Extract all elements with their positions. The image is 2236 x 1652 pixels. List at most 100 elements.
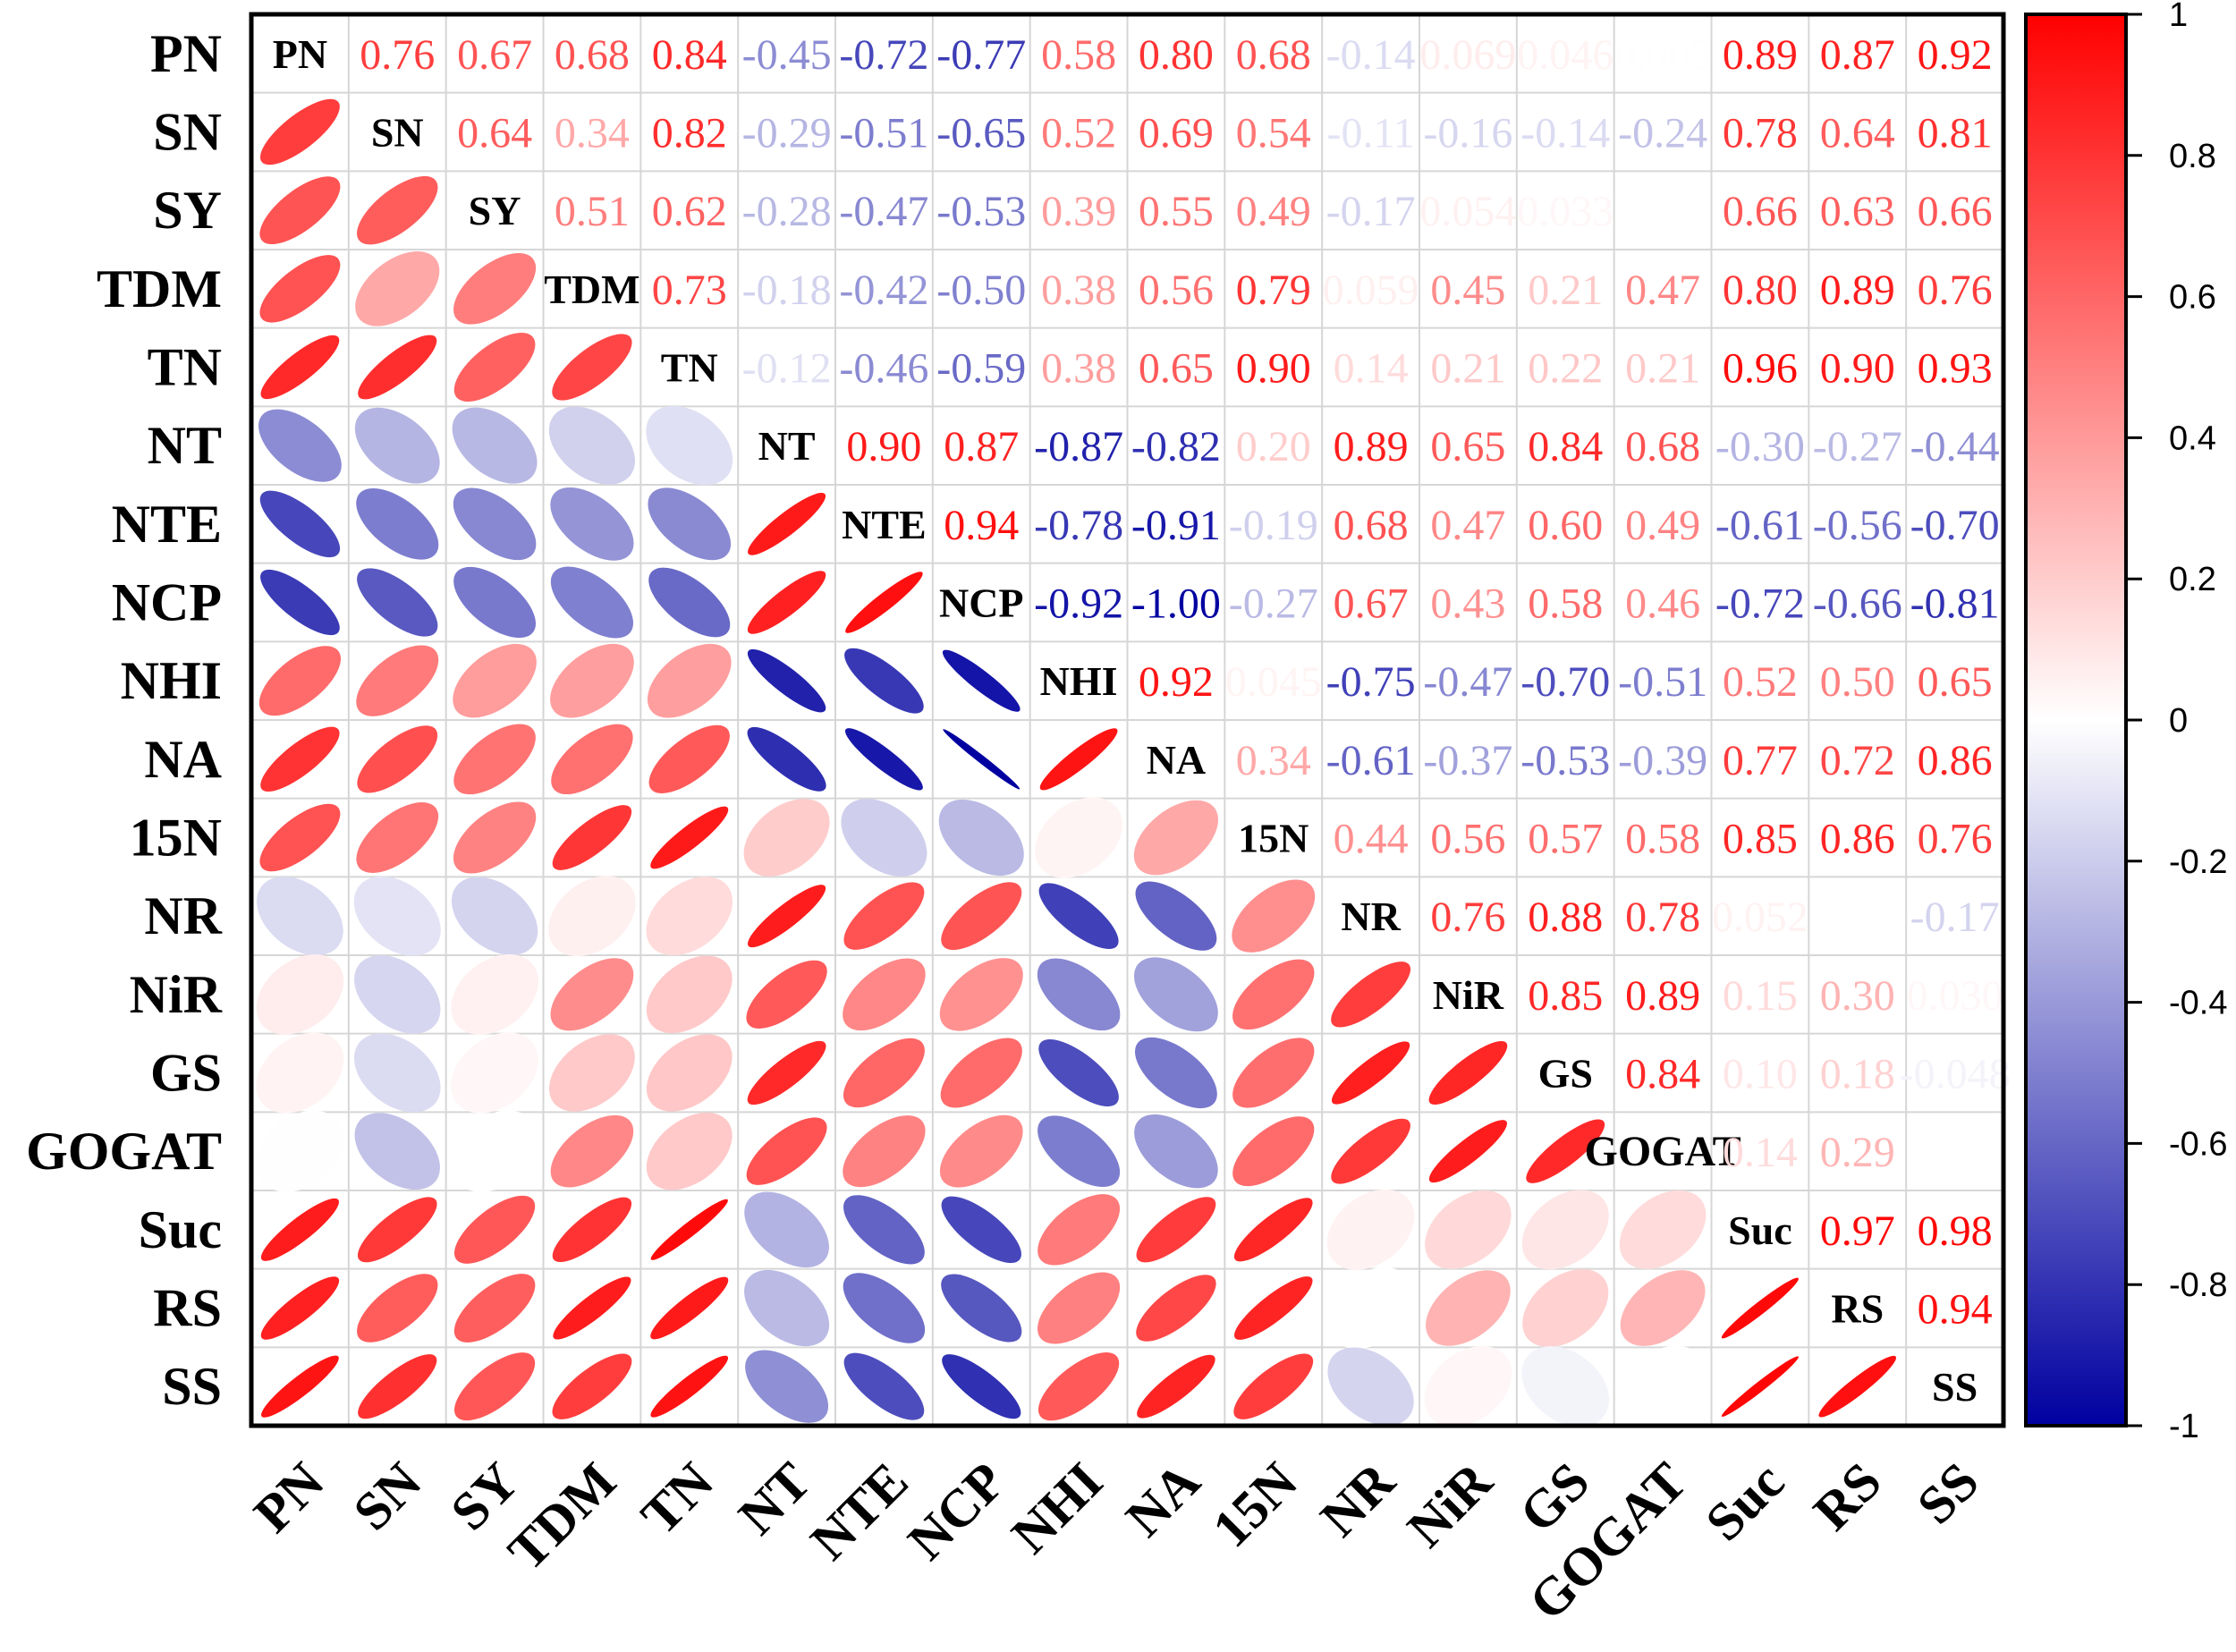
correlation-ellipse xyxy=(942,649,1021,712)
correlation-ellipse xyxy=(843,1115,926,1188)
correlation-ellipse xyxy=(1331,1041,1410,1105)
correlation-ellipse xyxy=(550,487,634,561)
coefficient-label: -0.47 xyxy=(1423,658,1512,706)
coefficient-label: -0.45 xyxy=(742,31,832,79)
correlation-ellipse xyxy=(261,1355,339,1418)
colorbar-tick-label: 1 xyxy=(2169,0,2188,34)
diagonal-label-NiR: NiR xyxy=(1433,972,1504,1018)
coefficient-label: 0.94 xyxy=(1918,1286,1993,1334)
coefficient-label: -0.81 xyxy=(1910,580,2000,628)
coefficient-label: -0.12 xyxy=(742,345,832,393)
diagonal-label-Suc: Suc xyxy=(1728,1207,1792,1253)
coefficient-label: -0.91 xyxy=(1131,502,1221,549)
correlation-ellipse xyxy=(1233,1276,1313,1340)
column-label-NiR: NiR xyxy=(1396,1451,1503,1558)
coefficient-label: 0.90 xyxy=(1820,345,1895,393)
row-label-RS: RS xyxy=(153,1279,222,1338)
coefficient-label: 0.34 xyxy=(555,110,630,157)
coefficient-label: 0.10 xyxy=(1723,1051,1798,1098)
correlation-ellipse xyxy=(454,1195,536,1264)
correlation-ellipse xyxy=(1232,1116,1315,1187)
coefficient-label: -0.14 xyxy=(1520,110,1610,157)
diagonal-label-RS: RS xyxy=(1831,1286,1884,1332)
coefficient-label: -0.70 xyxy=(1910,502,2000,549)
correlation-ellipse xyxy=(548,406,635,485)
coefficient-label: 0.15 xyxy=(1723,972,1798,1020)
coefficient-label: 0.46 xyxy=(1625,580,1700,628)
coefficient-label: 0.77 xyxy=(1723,737,1798,784)
coefficient-label: -0.59 xyxy=(936,345,1026,393)
coefficient-label: -0.87 xyxy=(1034,423,1123,470)
coefficient-label: -0.75 xyxy=(1326,658,1416,706)
correlation-ellipse xyxy=(259,176,341,245)
colorbar-tick-label: -0.4 xyxy=(2169,985,2227,1022)
column-label-SS: SS xyxy=(1906,1452,1990,1536)
coefficient-label: 0.66 xyxy=(1723,188,1798,235)
coefficient-label: 0.76 xyxy=(1918,267,1993,314)
coefficient-label: 0.89 xyxy=(1625,972,1700,1020)
coefficient-label: 0.85 xyxy=(1528,972,1603,1020)
coefficient-label: -0.61 xyxy=(1715,502,1805,549)
coefficient-label: 0.64 xyxy=(1820,110,1895,157)
diagonal-label-NA: NA xyxy=(1147,737,1206,783)
coefficient-label: 0.34 xyxy=(1236,737,1311,784)
row-label-GOGAT: GOGAT xyxy=(26,1122,222,1181)
colorbar-tick-label: -1 xyxy=(2169,1408,2199,1445)
coefficient-label: 0.69 xyxy=(1139,110,1214,157)
coefficient-label: 0.49 xyxy=(1236,188,1311,235)
coefficient-label: 0.86 xyxy=(1820,816,1895,863)
correlation-ellipse xyxy=(1133,800,1219,876)
correlation-ellipse xyxy=(744,1269,830,1347)
column-label-NTE: NTE xyxy=(800,1452,919,1572)
coefficient-label: 0.90 xyxy=(846,423,921,470)
coefficient-label: 0.58 xyxy=(1625,816,1700,863)
correlation-ellipse xyxy=(746,960,827,1029)
correlation-ellipse xyxy=(1426,1270,1511,1346)
correlation-ellipse xyxy=(257,877,343,956)
coefficient-label: 0.88 xyxy=(1528,894,1603,941)
coefficient-label: 0.56 xyxy=(1430,816,1505,863)
correlation-ellipse xyxy=(1039,728,1118,791)
coefficient-label: 0.56 xyxy=(1139,267,1214,314)
correlation-ellipse xyxy=(1137,1354,1215,1419)
diagonal-label-SS: SS xyxy=(1932,1364,1978,1410)
coefficient-label: -0.51 xyxy=(1618,658,1707,706)
coefficient-label: 0.76 xyxy=(1918,816,1993,863)
coefficient-label: 0.84 xyxy=(1625,1051,1700,1098)
coefficient-label: 0.57 xyxy=(1528,816,1603,863)
coefficient-label: 0.45 xyxy=(1430,267,1505,314)
coefficient-label: 0.58 xyxy=(1041,31,1116,79)
coefficient-label: 0.97 xyxy=(1820,1207,1895,1255)
correlation-ellipse xyxy=(453,1274,536,1343)
correlation-ellipse xyxy=(1424,1345,1512,1427)
correlation-ellipse xyxy=(452,407,538,484)
correlation-ellipse xyxy=(1135,1037,1217,1109)
correlation-ellipse xyxy=(743,799,830,877)
coefficient-label: 0.86 xyxy=(1918,737,1993,784)
correlation-ellipse xyxy=(260,569,340,636)
coefficient-label: -0.56 xyxy=(1813,502,1902,549)
coefficient-label: 0.92 xyxy=(1918,31,1993,79)
correlation-ellipse xyxy=(450,1110,539,1192)
diagonal-label-NTE: NTE xyxy=(842,502,927,547)
correlation-ellipse xyxy=(550,958,634,1031)
correlation-ellipse xyxy=(844,728,923,791)
correlation-ellipse xyxy=(451,1032,539,1114)
coefficient-label: 0.72 xyxy=(1820,737,1895,784)
colorbar-tick-label: 0 xyxy=(2169,702,2188,740)
row-label-GS: GS xyxy=(150,1044,222,1103)
coefficient-label: 0.85 xyxy=(1723,816,1798,863)
correlation-ellipse xyxy=(650,806,729,869)
correlation-ellipse xyxy=(454,1352,536,1421)
diagonal-label-NHI: NHI xyxy=(1040,658,1118,704)
correlation-ellipse xyxy=(1619,1190,1707,1269)
correlation-ellipse xyxy=(552,1197,632,1263)
correlation-ellipse xyxy=(1135,881,1217,951)
correlation-ellipse xyxy=(453,566,536,639)
coefficient-label: -0.39 xyxy=(1618,737,1707,784)
correlation-ellipse xyxy=(260,726,340,792)
coefficient-label: 0.67 xyxy=(457,31,532,79)
correlation-ellipse xyxy=(1428,1040,1508,1106)
coefficient-label: 0.20 xyxy=(1236,423,1311,470)
coefficient-label: 0.059 xyxy=(1323,267,1419,314)
